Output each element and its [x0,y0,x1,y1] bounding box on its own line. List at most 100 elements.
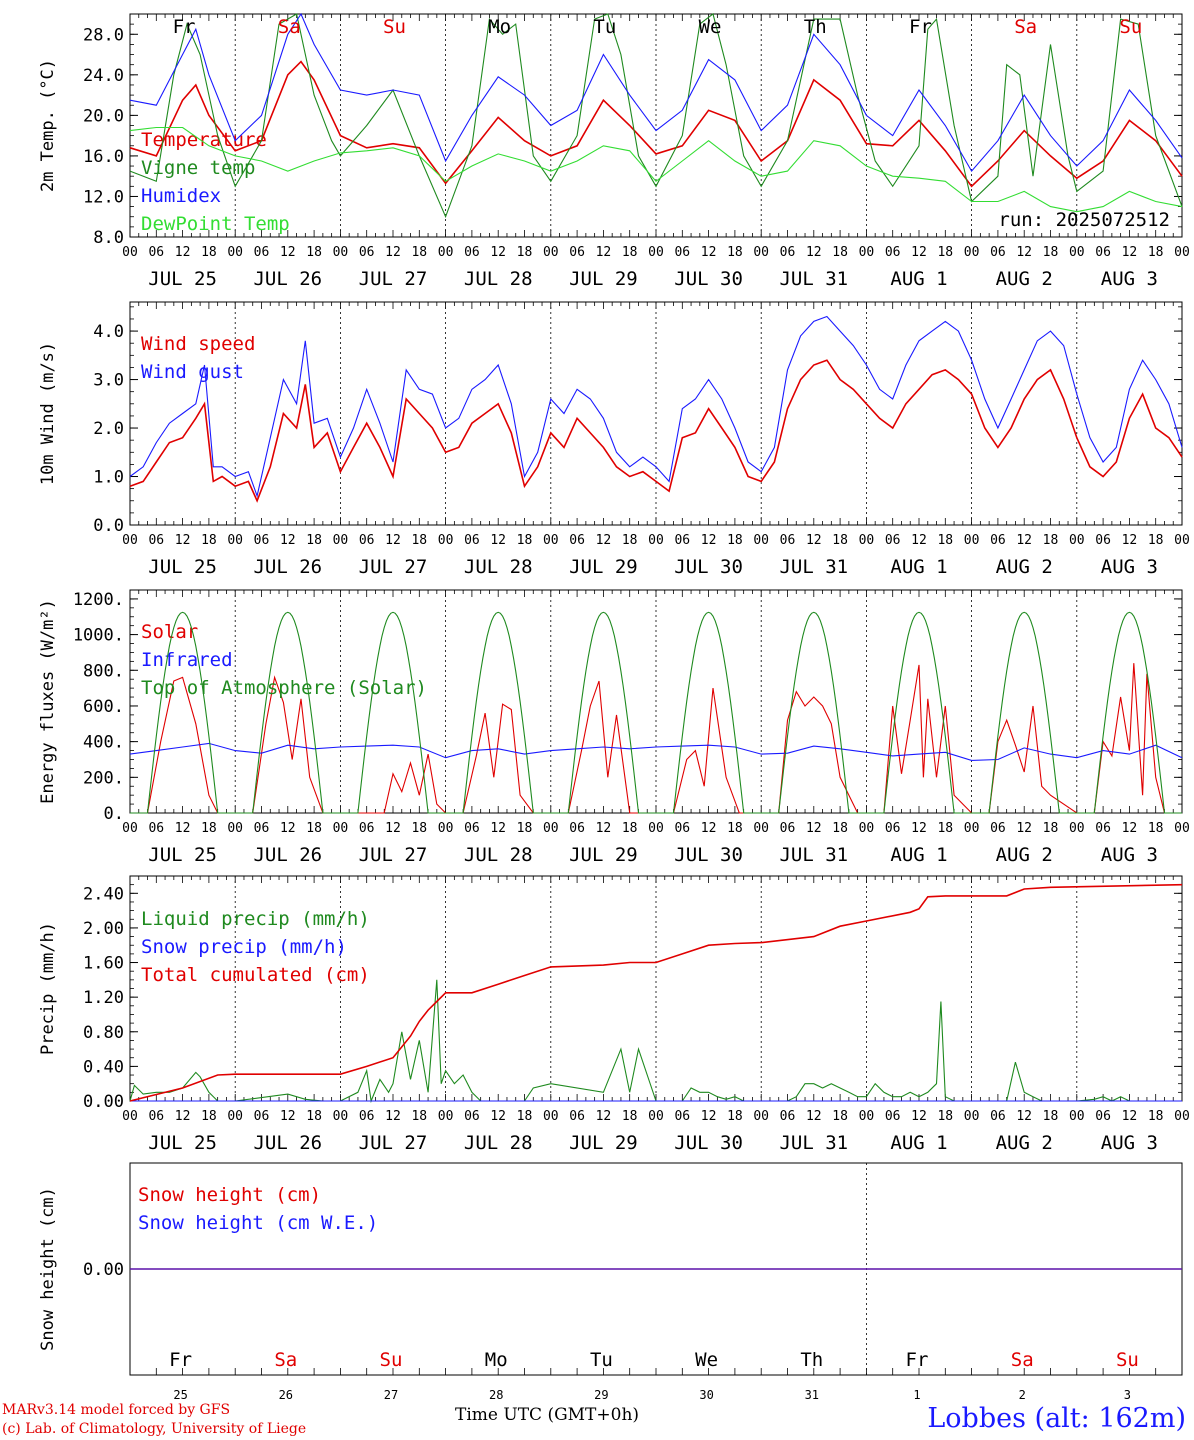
hour-tick-label: 06 [990,821,1006,836]
hour-tick-label: 12 [1122,533,1138,548]
weekday-label: We [699,16,722,38]
hour-tick-label: 00 [859,245,875,260]
hour-tick-label: 12 [385,1109,401,1124]
hour-tick-label: 12 [596,1109,612,1124]
hour-tick-label: 12 [490,245,506,260]
hour-tick-label: 00 [122,533,138,548]
weekday-label-bottom: Fr [169,1349,192,1371]
date-label: JUL 31 [779,556,848,578]
hour-tick-label: 12 [175,821,191,836]
hour-tick-label: 00 [333,1109,349,1124]
hour-tick-label: 12 [1122,821,1138,836]
hour-tick-label: 18 [306,533,322,548]
hour-tick-label: 06 [780,1109,796,1124]
hour-tick-label: 06 [254,245,270,260]
hour-tick-label: 06 [148,821,164,836]
y-tick-label: 20.0 [83,106,124,126]
y-tick-label: 0.40 [83,1057,124,1077]
hour-tick-label: 18 [201,533,217,548]
hour-tick-label: 18 [306,821,322,836]
series-line-2 [129,883,1183,1102]
hour-tick-label: 18 [201,821,217,836]
day-number-label: 26 [279,1388,293,1402]
y-tick-label: 2.40 [83,884,124,904]
hour-tick-label: 00 [964,533,980,548]
date-label: JUL 26 [253,268,322,290]
hour-tick-label: 00 [753,821,769,836]
y-tick-label: 1000. [73,626,124,646]
y-tick-label: 3.0 [93,371,124,391]
hour-tick-label: 12 [1016,245,1032,260]
date-label: AUG 3 [1101,556,1158,578]
hour-tick-label: 00 [648,1109,664,1124]
y-tick-label: 1.0 [93,468,124,488]
date-label: JUL 26 [253,556,322,578]
hour-tick-label: 18 [517,821,533,836]
hour-tick-label: 12 [701,533,717,548]
hour-tick-label: 18 [622,1109,638,1124]
weekday-label-bottom: Sa [274,1349,297,1371]
hour-tick-label: 18 [517,245,533,260]
hour-tick-label: 18 [306,245,322,260]
run-label: run: 2025072512 [998,209,1170,231]
weekday-label-bottom: We [695,1349,718,1371]
hour-tick-label: 06 [254,1109,270,1124]
y-axis-label: 10m Wind (m/s) [38,342,58,485]
hour-tick-label: 18 [727,245,743,260]
hour-tick-label: 18 [1148,1109,1164,1124]
date-label: AUG 1 [890,556,947,578]
hour-tick-label: 00 [227,533,243,548]
hour-tick-label: 06 [569,821,585,836]
hour-tick-label: 12 [1122,245,1138,260]
hour-tick-label: 18 [1043,821,1059,836]
hour-tick-label: 00 [438,821,454,836]
series-line-0 [130,663,1182,814]
date-label: JUL 30 [674,556,743,578]
series-line-3 [129,126,1183,213]
hour-tick-label: 18 [411,533,427,548]
hour-tick-label: 18 [411,821,427,836]
hour-tick-label: 12 [385,533,401,548]
date-label: JUL 29 [569,268,638,290]
hour-tick-label: 18 [622,533,638,548]
date-label: JUL 28 [464,556,533,578]
hour-tick-label: 18 [201,1109,217,1124]
hour-tick-label: 00 [333,533,349,548]
hour-tick-label: 06 [464,245,480,260]
hour-tick-label: 12 [490,1109,506,1124]
hour-tick-label: 06 [569,1109,585,1124]
hour-tick-label: 18 [937,1109,953,1124]
y-tick-label: 800. [83,661,124,681]
date-label: JUL 28 [464,268,533,290]
hour-tick-label: 18 [1043,245,1059,260]
legend-entry: Snow height (cm) [138,1184,321,1206]
hour-tick-label: 06 [359,1109,375,1124]
date-label: JUL 27 [359,844,428,866]
hour-tick-label: 00 [964,1109,980,1124]
hour-tick-label: 12 [701,821,717,836]
hour-tick-label: 18 [1148,821,1164,836]
y-tick-label: 600. [83,697,124,717]
date-label: JUL 31 [779,1132,848,1154]
hour-tick-label: 00 [122,1109,138,1124]
series-line-0 [129,60,1183,188]
day-number-label: 27 [384,1388,398,1402]
hour-tick-label: 12 [806,245,822,260]
legend-entry: Humidex [141,185,221,207]
hour-tick-label: 06 [674,245,690,260]
weekday-label: Su [1119,16,1142,38]
day-number-label: 1 [913,1388,920,1402]
hour-tick-label: 18 [937,245,953,260]
hour-tick-label: 00 [753,245,769,260]
day-number-label: 29 [594,1388,608,1402]
hour-tick-label: 12 [911,245,927,260]
hour-tick-label: 06 [359,245,375,260]
date-label: JUL 30 [674,268,743,290]
y-tick-label: 0.00 [83,1260,124,1280]
hour-tick-label: 06 [359,821,375,836]
hour-tick-label: 18 [727,1109,743,1124]
hour-tick-label: 18 [832,1109,848,1124]
hour-tick-label: 12 [280,533,296,548]
hour-tick-label: 18 [411,245,427,260]
y-tick-label: 1200. [73,590,124,610]
